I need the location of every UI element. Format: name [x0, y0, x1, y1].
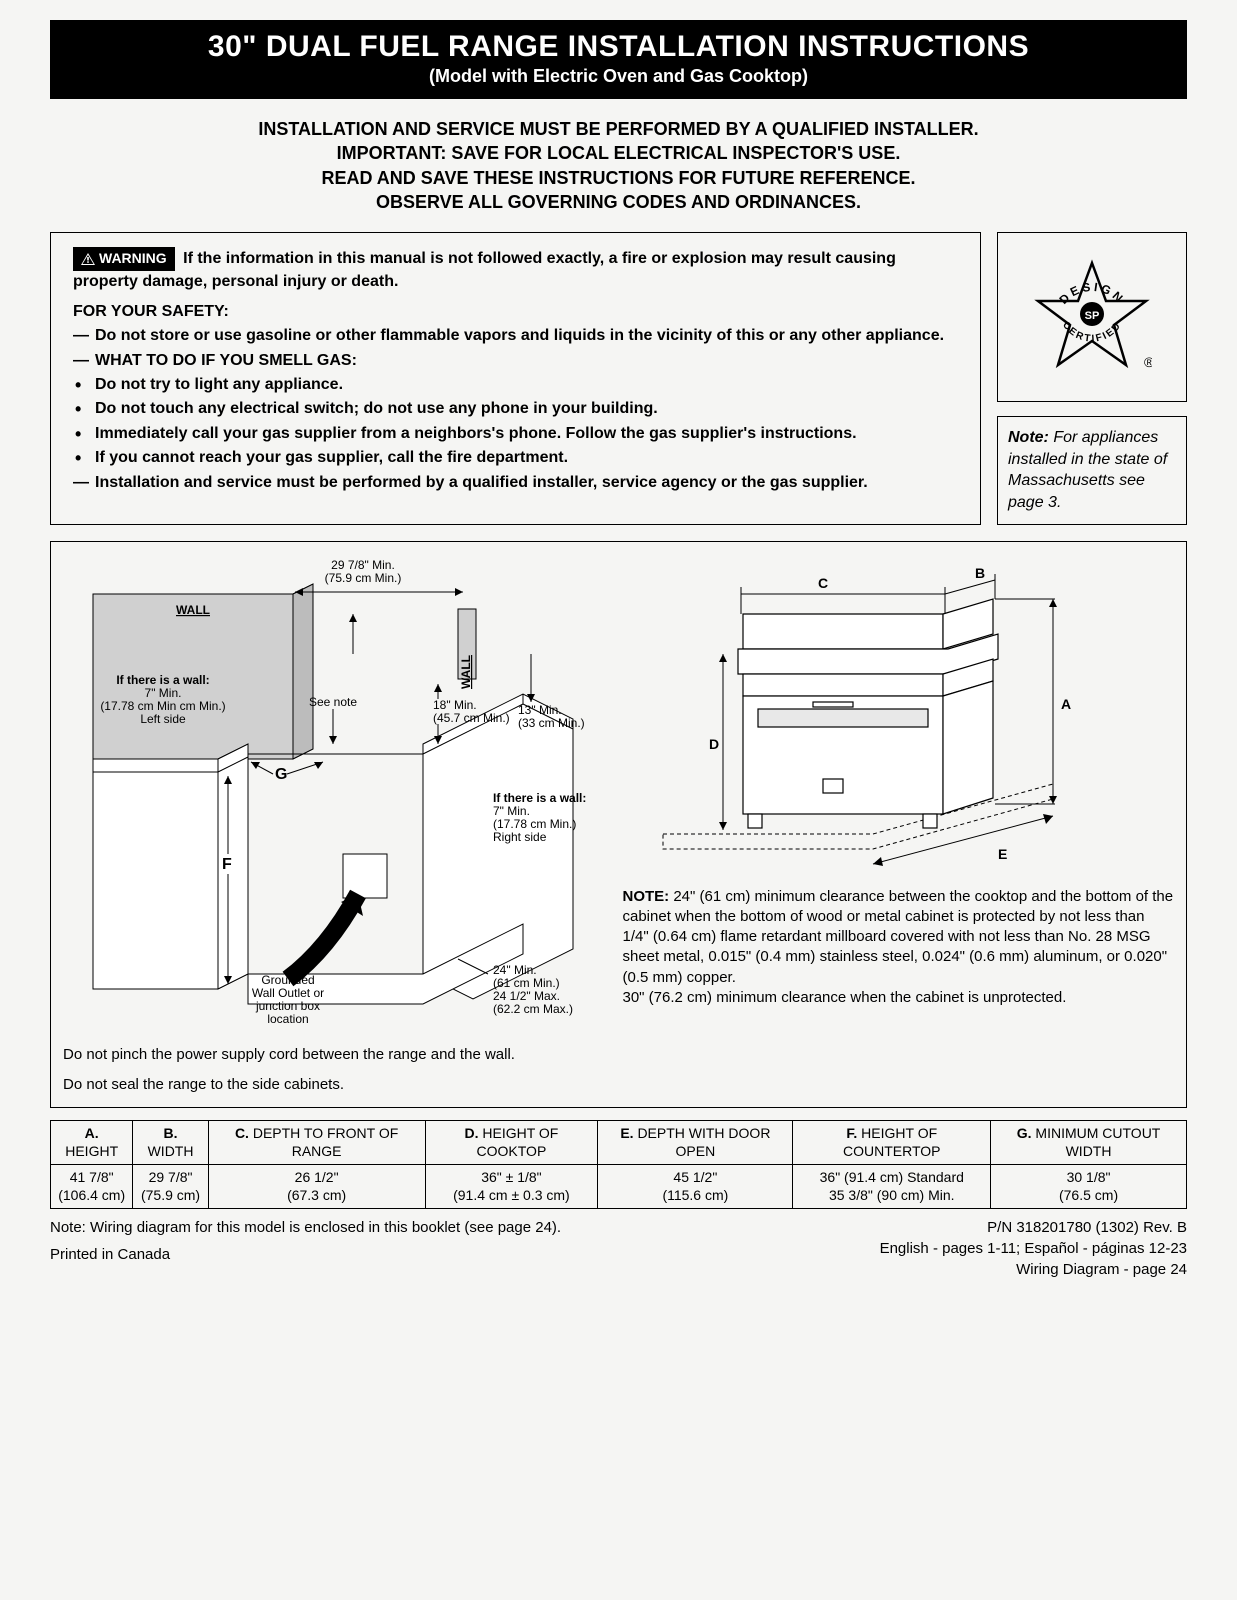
svg-text:29 7/8" Min.: 29 7/8" Min. [331, 558, 395, 572]
table-cell: 41 7/8"(106.4 cm) [51, 1165, 133, 1209]
svg-text:7" Min.: 7" Min. [493, 804, 530, 818]
svg-text:Grounded: Grounded [261, 973, 314, 987]
warning-row: WARNING If the information in this manua… [50, 232, 1187, 524]
warning-label-text: WARNING [99, 249, 167, 269]
safety-item: Do not try to light any appliance. [95, 374, 958, 396]
svg-text:(45.7 cm Min.): (45.7 cm Min.) [433, 711, 510, 725]
safety-item: Installation and service must be perform… [95, 472, 958, 494]
svg-text:If there is a wall:: If there is a wall: [493, 791, 586, 805]
svg-text:7" Min.: 7" Min. [145, 686, 182, 700]
svg-text:(33 cm Min.): (33 cm Min.) [518, 716, 585, 730]
safety-heading: FOR YOUR SAFETY: [73, 303, 958, 321]
important-notices: INSTALLATION AND SERVICE MUST BE PERFORM… [110, 117, 1127, 214]
certification-box: SP DESIGN CERTIFIED ® [997, 232, 1187, 402]
clearance-note-2: 30" (76.2 cm) minimum clearance when the… [623, 988, 1175, 1008]
footer-right: P/N 318201780 (1302) Rev. B English - pa… [880, 1217, 1187, 1280]
part-number: P/N 318201780 (1302) Rev. B [880, 1217, 1187, 1238]
safety-item: Do not touch any electrical switch; do n… [95, 398, 958, 420]
diagram-caption: Do not pinch the power supply cord betwe… [63, 1045, 615, 1065]
svg-text:(17.78 cm Min cm Min.): (17.78 cm Min cm Min.) [100, 699, 225, 713]
safety-item: WHAT TO DO IF YOU SMELL GAS: [95, 350, 958, 372]
table-cell: 29 7/8"(75.9 cm) [133, 1165, 208, 1209]
svg-text:18" Min.: 18" Min. [433, 698, 477, 712]
svg-text:Left side: Left side [140, 712, 186, 726]
svg-text:(62.2 cm Max.): (62.2 cm Max.) [493, 1002, 573, 1016]
svg-text:E: E [998, 846, 1007, 862]
note-body: 24" (61 cm) minimum clearance between th… [623, 888, 1174, 986]
col-header: B. WIDTH [133, 1121, 208, 1165]
trademark-symbol: ® [1144, 354, 1152, 370]
svg-text:location: location [267, 1012, 308, 1026]
clearance-note: NOTE: 24" (61 cm) minimum clearance betw… [623, 887, 1175, 988]
svg-text:A: A [1061, 696, 1071, 712]
svg-text:F: F [222, 856, 232, 873]
language-pages: English - pages 1-11; Español - páginas … [880, 1238, 1187, 1259]
dimensions-table: A. HEIGHT B. WIDTH C. DEPTH TO FRONT OF … [50, 1120, 1187, 1209]
svg-text:Right side: Right side [493, 830, 547, 844]
svg-text:13" Min.: 13" Min. [518, 703, 562, 717]
warning-headline: WARNING If the information in this manua… [73, 247, 958, 293]
wiring-note: Note: Wiring diagram for this model is e… [50, 1217, 561, 1238]
col-header: D. HEIGHT OF COOKTOP [425, 1121, 598, 1165]
cabinet-clearance-diagram: WALL WALL 29 7/8" Min. (75.9 cm Min.) G [63, 554, 603, 1034]
diagram-box: WALL WALL 29 7/8" Min. (75.9 cm Min.) G [50, 541, 1187, 1109]
col-header: G. MINIMUM CUTOUT WIDTH [991, 1121, 1187, 1165]
svg-text:24 1/2" Max.: 24 1/2" Max. [493, 989, 560, 1003]
table-header-row: A. HEIGHT B. WIDTH C. DEPTH TO FRONT OF … [51, 1121, 1187, 1165]
table-cell: 36" ± 1/8"(91.4 cm ± 0.3 cm) [425, 1165, 598, 1209]
diagram-right-column: C B A D E NOTE: 24" (61 cm) minimum [623, 554, 1175, 1096]
safety-list: Do not store or use gasoline or other fl… [73, 325, 958, 494]
svg-text:WALL: WALL [176, 603, 210, 617]
note-label: NOTE: [623, 888, 670, 905]
diagram-left-column: WALL WALL 29 7/8" Min. (75.9 cm Min.) G [63, 554, 615, 1096]
important-line: IMPORTANT: SAVE FOR LOCAL ELECTRICAL INS… [110, 141, 1127, 165]
diagram-caption: Do not seal the range to the side cabine… [63, 1075, 615, 1095]
warning-box: WARNING If the information in this manua… [50, 232, 981, 524]
important-line: INSTALLATION AND SERVICE MUST BE PERFORM… [110, 117, 1127, 141]
svg-text:D: D [709, 736, 719, 752]
col-header: E. DEPTH WITH DOOR OPEN [598, 1121, 793, 1165]
svg-text:If there is a wall:: If there is a wall: [116, 673, 209, 687]
col-header: F. HEIGHT OF COUNTERTOP [793, 1121, 991, 1165]
page-title: 30" DUAL FUEL RANGE INSTALLATION INSTRUC… [50, 30, 1187, 64]
footer-left: Note: Wiring diagram for this model is e… [50, 1217, 561, 1280]
wiring-page-ref: Wiring Diagram - page 24 [880, 1259, 1187, 1280]
page-subtitle: (Model with Electric Oven and Gas Cookto… [50, 66, 1187, 87]
col-header: A. HEIGHT [51, 1121, 133, 1165]
svg-text:24" Min.: 24" Min. [493, 963, 537, 977]
warning-top-text: If the information in this manual is not… [73, 250, 896, 290]
svg-text:See note: See note [309, 695, 357, 709]
svg-text:junction box: junction box [255, 999, 320, 1013]
warning-triangle-icon [81, 253, 95, 265]
svg-text:Wall Outlet or: Wall Outlet or [252, 986, 324, 1000]
massachusetts-note-box: Note: For appliances installed in the st… [997, 416, 1187, 524]
warning-badge: WARNING [73, 247, 175, 271]
svg-text:B: B [975, 565, 985, 581]
title-banner: 30" DUAL FUEL RANGE INSTALLATION INSTRUC… [50, 20, 1187, 99]
safety-item: Do not store or use gasoline or other fl… [95, 325, 958, 347]
svg-text:SP: SP [1085, 310, 1100, 322]
page-footer: Note: Wiring diagram for this model is e… [50, 1217, 1187, 1280]
svg-text:(61 cm Min.): (61 cm Min.) [493, 976, 560, 990]
svg-text:(75.9 cm Min.): (75.9 cm Min.) [325, 571, 402, 585]
important-line: OBSERVE ALL GOVERNING CODES AND ORDINANC… [110, 190, 1127, 214]
side-column: SP DESIGN CERTIFIED ® Note: For applianc… [997, 232, 1187, 524]
safety-item: If you cannot reach your gas supplier, c… [95, 447, 958, 469]
svg-text:(17.78 cm Min.): (17.78 cm Min.) [493, 817, 576, 831]
range-dimensions-diagram: C B A D E [623, 554, 1143, 884]
table-cell: 26 1/2"(67.3 cm) [208, 1165, 425, 1209]
svg-text:WALL: WALL [459, 655, 473, 689]
printed-in: Printed in Canada [50, 1244, 561, 1265]
note-label: Note: [1008, 429, 1049, 446]
table-cell: 30 1/8"(76.5 cm) [991, 1165, 1187, 1209]
important-line: READ AND SAVE THESE INSTRUCTIONS FOR FUT… [110, 166, 1127, 190]
table-cell: 45 1/2"(115.6 cm) [598, 1165, 793, 1209]
table-cell: 36" (91.4 cm) Standard35 3/8" (90 cm) Mi… [793, 1165, 991, 1209]
svg-text:G: G [275, 766, 287, 783]
safety-item: Immediately call your gas supplier from … [95, 423, 958, 445]
svg-text:C: C [817, 575, 827, 591]
table-row: 41 7/8"(106.4 cm) 29 7/8"(75.9 cm) 26 1/… [51, 1165, 1187, 1209]
col-header: C. DEPTH TO FRONT OF RANGE [208, 1121, 425, 1165]
design-certified-badge-icon: SP DESIGN CERTIFIED ® [1032, 257, 1152, 377]
